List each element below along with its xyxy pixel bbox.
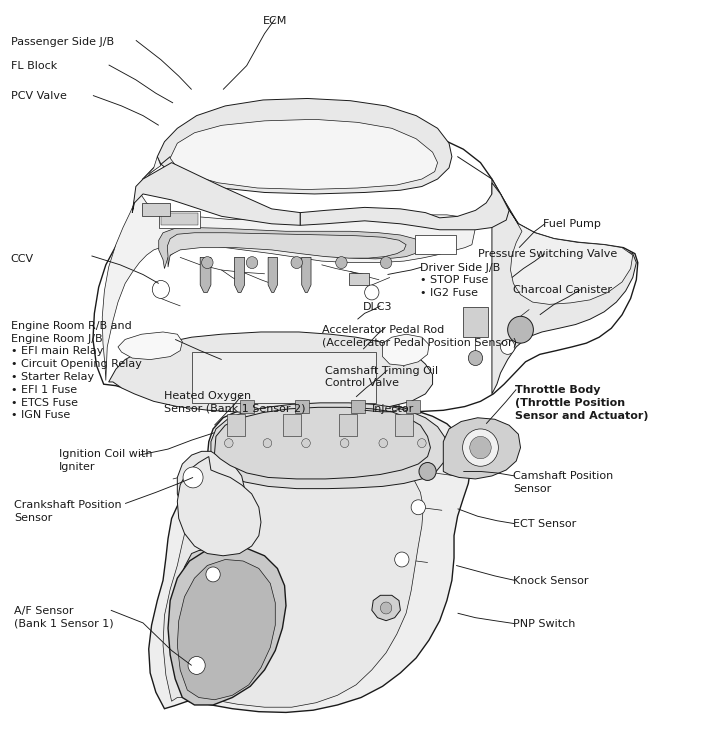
Polygon shape [200, 257, 211, 292]
Circle shape [263, 439, 272, 448]
Polygon shape [149, 401, 470, 712]
Circle shape [340, 439, 349, 448]
Text: Ignition Coil with
Igniter: Ignition Coil with Igniter [59, 449, 153, 472]
Text: Fuel Pump: Fuel Pump [543, 219, 601, 229]
Text: PNP Switch: PNP Switch [513, 619, 576, 629]
Text: Pressure Switching Valve: Pressure Switching Valve [478, 249, 617, 259]
Circle shape [302, 439, 310, 448]
Bar [463, 307, 488, 337]
Polygon shape [118, 332, 182, 360]
Text: Driver Side J/B
• STOP Fuse
• IG2 Fuse: Driver Side J/B • STOP Fuse • IG2 Fuse [420, 263, 500, 298]
Polygon shape [177, 560, 275, 700]
Bar [227, 414, 245, 436]
Text: Injector: Injector [372, 404, 414, 414]
Circle shape [500, 339, 515, 354]
Circle shape [508, 316, 533, 343]
Polygon shape [102, 157, 475, 380]
Polygon shape [170, 119, 438, 189]
Bar [159, 211, 200, 228]
Circle shape [152, 280, 169, 298]
Bar [192, 352, 376, 403]
Text: Throttle Body
(Throttle Position
Sensor and Actuator): Throttle Body (Throttle Position Sensor … [515, 385, 649, 421]
Circle shape [206, 567, 220, 582]
Polygon shape [211, 403, 447, 489]
Text: Heated Oxygen
Sensor (Bank 1 Sensor 2): Heated Oxygen Sensor (Bank 1 Sensor 2) [164, 391, 306, 414]
Text: Charcoal Canister: Charcoal Canister [513, 285, 612, 295]
Bar [283, 414, 300, 436]
Circle shape [379, 439, 388, 448]
Circle shape [380, 257, 392, 269]
Bar [350, 400, 365, 413]
Text: Accelerator Pedal Rod
(Accelerator Pedal Position Sensor): Accelerator Pedal Rod (Accelerator Pedal… [322, 325, 517, 348]
Polygon shape [235, 257, 245, 292]
Polygon shape [492, 179, 636, 394]
Bar [295, 400, 310, 413]
Polygon shape [302, 257, 311, 292]
Polygon shape [180, 549, 240, 625]
Bar [349, 273, 369, 285]
Polygon shape [500, 194, 633, 304]
Polygon shape [177, 451, 245, 522]
Circle shape [291, 257, 302, 269]
Polygon shape [132, 163, 300, 225]
Circle shape [419, 463, 436, 480]
Polygon shape [214, 407, 430, 479]
Polygon shape [383, 334, 429, 366]
Polygon shape [157, 98, 452, 194]
Text: PCV Valve: PCV Valve [11, 91, 66, 101]
Circle shape [188, 656, 205, 674]
Polygon shape [167, 233, 406, 267]
Text: CCV: CCV [11, 254, 34, 263]
Polygon shape [372, 595, 400, 621]
Circle shape [225, 439, 233, 448]
Bar [406, 400, 420, 413]
Circle shape [380, 602, 392, 614]
Polygon shape [177, 457, 261, 556]
Circle shape [395, 552, 409, 567]
Bar [395, 414, 413, 436]
Bar [340, 414, 357, 436]
Polygon shape [268, 257, 277, 292]
Circle shape [468, 351, 483, 366]
Circle shape [365, 285, 379, 300]
Polygon shape [159, 228, 422, 269]
Text: DLC3: DLC3 [363, 302, 393, 312]
Text: A/F Sensor
(Bank 1 Sensor 1): A/F Sensor (Bank 1 Sensor 1) [14, 606, 114, 629]
Circle shape [463, 429, 498, 466]
Text: ECT Sensor: ECT Sensor [513, 519, 576, 529]
Polygon shape [163, 454, 423, 707]
Circle shape [246, 257, 257, 269]
Bar [142, 203, 170, 216]
Circle shape [202, 257, 213, 269]
Polygon shape [300, 183, 509, 230]
Bar [240, 400, 254, 413]
Circle shape [411, 500, 425, 515]
Text: Camshaft Position
Sensor: Camshaft Position Sensor [513, 471, 613, 495]
Circle shape [418, 439, 426, 448]
Circle shape [470, 436, 491, 459]
Text: Knock Sensor: Knock Sensor [513, 576, 589, 586]
Text: Passenger Side J/B: Passenger Side J/B [11, 37, 114, 47]
Bar [415, 235, 456, 254]
Circle shape [336, 257, 347, 269]
Text: Engine Room R/B and
Engine Room J/B
• EFI main Relay
• Circuit Opening Relay
• S: Engine Room R/B and Engine Room J/B • EF… [11, 321, 142, 421]
Circle shape [183, 467, 203, 488]
Polygon shape [443, 418, 521, 479]
Polygon shape [93, 119, 638, 413]
Text: ECM: ECM [263, 16, 287, 26]
Polygon shape [168, 546, 286, 705]
Polygon shape [109, 332, 433, 413]
Text: FL Block: FL Block [11, 61, 57, 71]
Bar [161, 213, 198, 225]
Text: Camshaft Timing Oil
Control Valve: Camshaft Timing Oil Control Valve [325, 366, 438, 389]
Text: Crankshaft Position
Sensor: Crankshaft Position Sensor [14, 500, 122, 523]
